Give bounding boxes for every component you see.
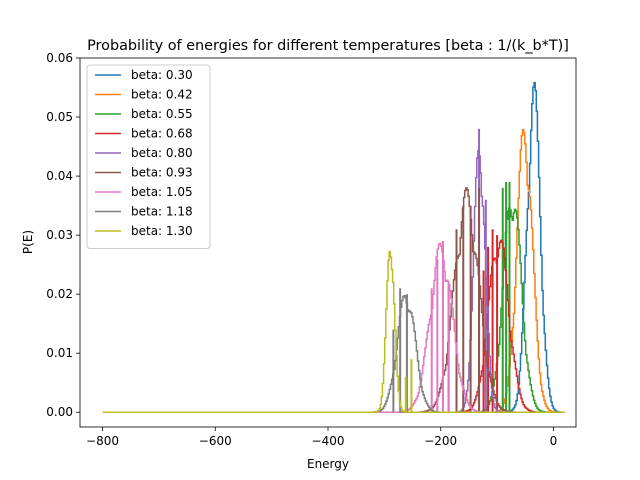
legend: beta: 0.30 beta: 0.42 beta: 0.55 beta: 0.68… <box>86 64 211 249</box>
series-line <box>102 242 565 413</box>
y-tick-label: 0.05 <box>46 110 73 124</box>
chart-title: Probability of energies for different te… <box>87 38 569 54</box>
y-tick-label: 0.00 <box>46 405 73 419</box>
series-line <box>102 81 565 413</box>
y-tick-label: 0.06 <box>46 51 73 65</box>
legend-label: beta: 0.30 <box>131 68 193 82</box>
legend-label: beta: 1.05 <box>131 185 193 199</box>
series-line <box>102 250 565 413</box>
series-line <box>102 187 565 413</box>
legend-label: beta: 0.42 <box>131 88 193 102</box>
legend-label: beta: 1.18 <box>131 205 193 219</box>
x-tick-label: −200 <box>424 434 457 448</box>
series-layer <box>102 81 565 413</box>
x-axis-label: Energy <box>307 457 349 471</box>
legend-label: beta: 0.68 <box>131 127 193 141</box>
y-tick-label: 0.04 <box>46 169 73 183</box>
legend-label: beta: 0.55 <box>131 107 193 121</box>
x-axis: −800 −600 −400 −200 0 <box>86 427 557 448</box>
legend-label: beta: 0.80 <box>131 146 193 160</box>
legend-box <box>86 64 211 249</box>
y-tick-label: 0.03 <box>46 228 73 242</box>
x-tick-label: −400 <box>312 434 345 448</box>
x-tick-label: −600 <box>199 434 232 448</box>
x-tick-label: 0 <box>550 434 558 448</box>
y-tick-label: 0.01 <box>46 346 73 360</box>
y-axis-label: P(E) <box>21 230 35 254</box>
legend-label: beta: 1.30 <box>131 224 193 238</box>
legend-label: beta: 0.93 <box>131 166 193 180</box>
x-tick-label: −800 <box>86 434 119 448</box>
y-tick-label: 0.02 <box>46 287 73 301</box>
y-axis: 0.00 0.01 0.02 0.03 0.04 0.05 0.06 <box>46 51 80 419</box>
